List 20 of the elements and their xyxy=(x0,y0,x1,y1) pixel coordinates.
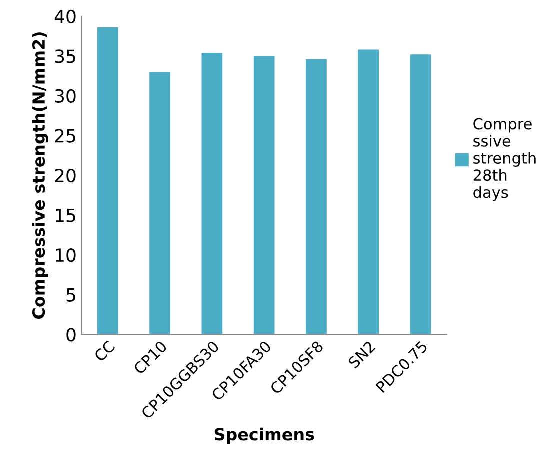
legend-label: Compre ssive strength 28th days xyxy=(474,118,536,202)
y-tick-label: 15 xyxy=(56,208,76,222)
bar xyxy=(202,52,223,335)
y-tick-label: 40 xyxy=(54,10,76,24)
bar xyxy=(358,50,380,335)
y-tick-label: 30 xyxy=(55,89,76,104)
bar xyxy=(97,28,118,335)
bar xyxy=(306,59,327,335)
y-axis-title: Compressive strength(N/mm2) xyxy=(32,32,48,319)
y-tick-label: 0 xyxy=(66,328,76,342)
bar xyxy=(150,72,170,335)
y-tick-label: 35 xyxy=(55,50,76,64)
bar xyxy=(410,54,432,335)
x-axis-title: Specimens xyxy=(214,428,314,444)
x-tick-label: CC xyxy=(94,340,116,362)
y-tick-label: 20 xyxy=(55,168,76,183)
y-tick-label: 10 xyxy=(56,248,76,262)
bar xyxy=(254,56,275,335)
y-tick-label: 5 xyxy=(66,288,76,302)
y-tick-label: 25 xyxy=(55,129,76,143)
